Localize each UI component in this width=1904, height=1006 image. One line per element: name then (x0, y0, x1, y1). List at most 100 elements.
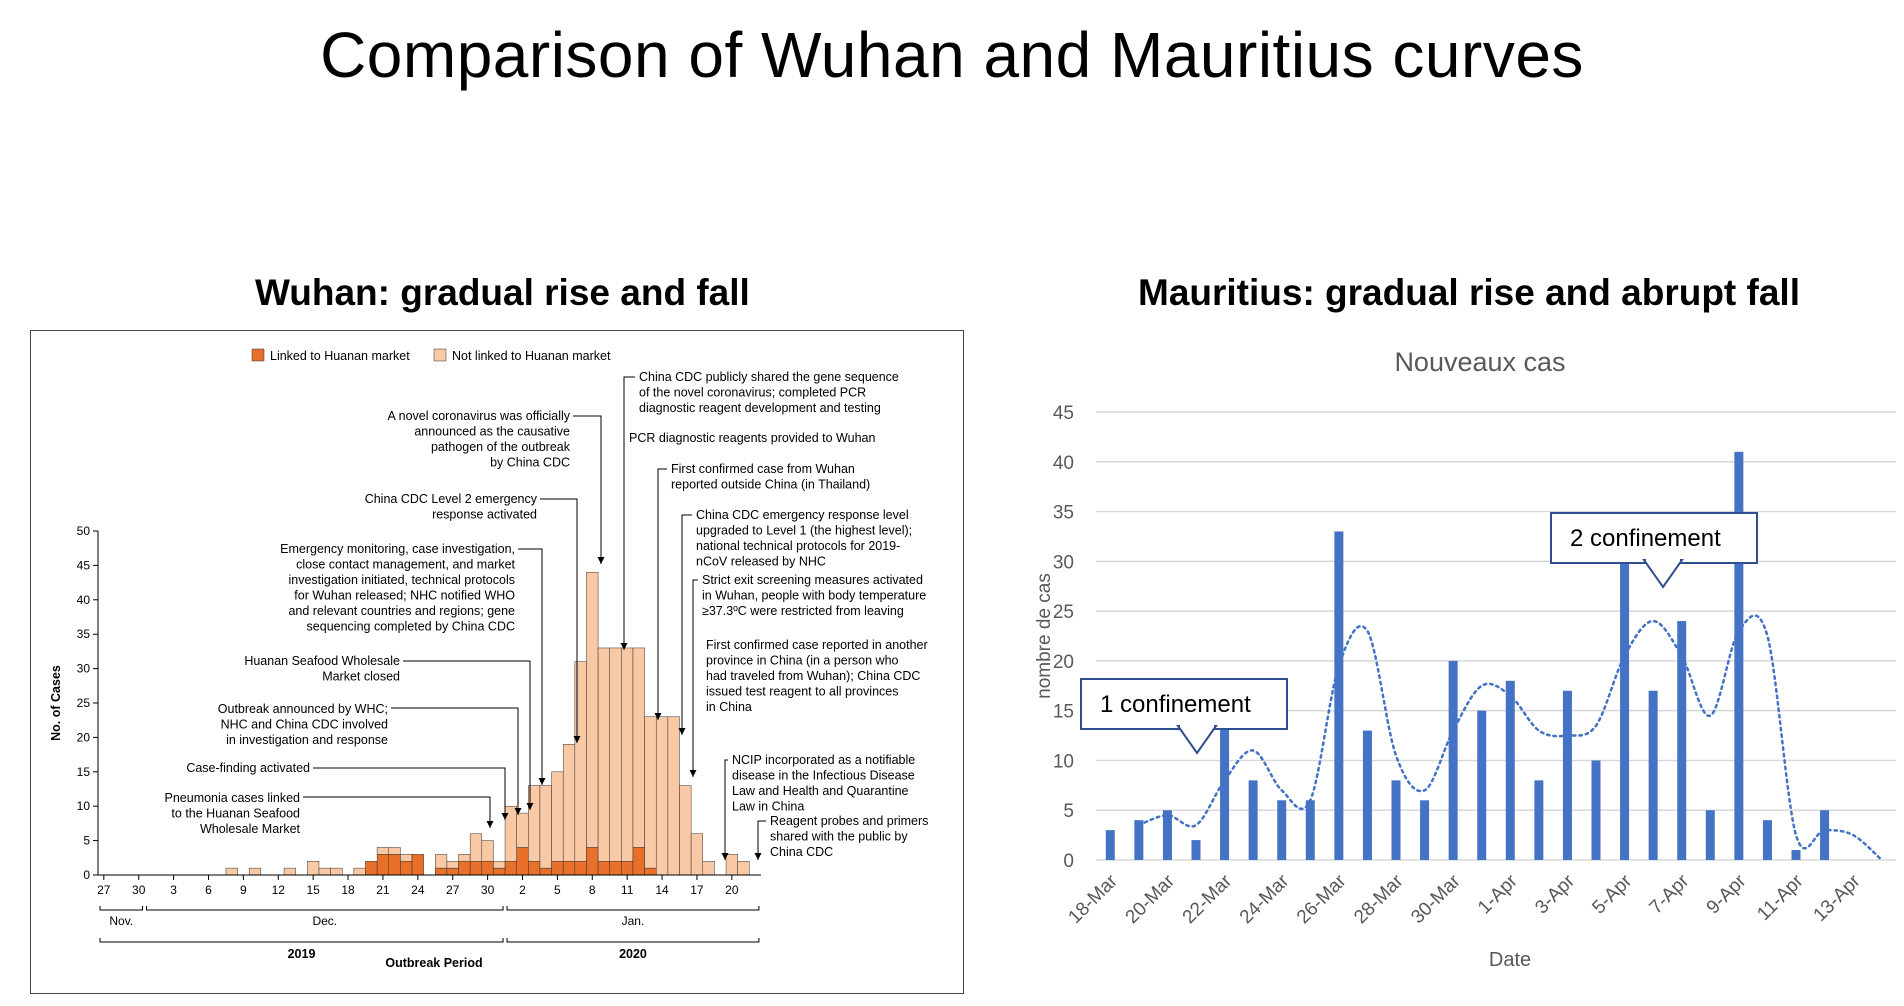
mauritius-y-tick-label: 30 (1053, 552, 1074, 573)
wuhan-y-axis-label: No. of Cases (49, 665, 63, 741)
wuhan-y-tick-label: 35 (77, 627, 91, 641)
wuhan-annotation-text: First confirmed case from Wuhan (671, 462, 855, 476)
wuhan-annotation-leader (573, 415, 602, 564)
wuhan-x-tick-label: 15 (306, 883, 320, 897)
wuhan-annotation-text: diagnostic reagent development and testi… (639, 401, 881, 415)
mauritius-bar (1562, 690, 1572, 860)
wuhan-annotation-arrow-icon (514, 808, 522, 815)
mauritius-bar (1391, 780, 1401, 860)
callout-confinement-1: 1 confinement (1080, 678, 1288, 730)
mauritius-x-tick-label: 28-Mar (1350, 870, 1408, 928)
wuhan-x-tick-label: 11 (621, 883, 634, 897)
wuhan-annotation-text: shared with the public by (770, 830, 908, 844)
wuhan-x-tick-label: 20 (725, 883, 739, 897)
callout-confinement-2: 2 confinement (1550, 512, 1758, 564)
wuhan-bar-not-linked (388, 847, 401, 855)
mauritius-bar (1677, 621, 1687, 860)
wuhan-annotation-text: national technical protocols for 2019- (696, 539, 900, 553)
wuhan-bar-linked (458, 860, 471, 876)
wuhan-bar-not-linked (493, 860, 506, 869)
mauritius-panel-title: Mauritius: gradual rise and abrupt fall (1138, 272, 1800, 313)
wuhan-annotation-text: reported outside China (in Thailand) (671, 478, 870, 492)
wuhan-bar-linked (435, 867, 448, 876)
wuhan-bar-linked (504, 860, 517, 876)
wuhan-x-tick-label: 14 (655, 883, 669, 897)
wuhan-y-tick-label: 30 (77, 662, 91, 676)
wuhan-annotation-arrow-icon (689, 770, 697, 777)
mauritius-bar (1534, 780, 1544, 860)
mauritius-y-tick-label: 45 (1053, 403, 1074, 424)
wuhan-annotation-text: Reagent probes and primers (770, 814, 928, 828)
wuhan-x-tick-label: 8 (589, 883, 596, 897)
callout-2-arrow-icon (1642, 559, 1684, 589)
mauritius-bar (1705, 810, 1715, 860)
wuhan-bar-not-linked (446, 860, 459, 869)
mauritius-bar (1220, 720, 1230, 860)
wuhan-bar-not-linked (551, 771, 564, 862)
wuhan-annotation-arrow-icon (501, 813, 509, 820)
wuhan-bar-linked (400, 860, 413, 876)
wuhan-annotation-text: China CDC publicly shared the gene seque… (639, 370, 899, 384)
mauritius-y-tick-label: 35 (1053, 503, 1074, 524)
wuhan-x-tick-label: 17 (690, 883, 704, 897)
wuhan-annotation-text: for Wuhan released; NHC notified WHO (294, 589, 515, 603)
wuhan-annotation-arrow-icon (573, 736, 581, 743)
legend-label-not-linked: Not linked to Huanan market (452, 349, 611, 363)
mauritius-bar (1477, 710, 1487, 860)
mauritius-x-tick-label: 20-Mar (1122, 870, 1180, 928)
wuhan-annotation-text: China CDC emergency response level (696, 508, 909, 522)
wuhan-annotation-text: nCoV released by NHC (696, 555, 826, 569)
wuhan-x-tick-label: 27 (446, 883, 460, 897)
wuhan-x-tick-label: 2 (519, 883, 526, 897)
page-title: Comparison of Wuhan and Mauritius curves (320, 19, 1584, 91)
wuhan-annotation-text: disease in the Infectious Disease (732, 769, 915, 783)
wuhan-annotation-text: Case-finding activated (186, 761, 310, 775)
wuhan-year-bracket (99, 938, 504, 943)
legend-swatch-linked (251, 348, 265, 362)
wuhan-bar-linked (609, 860, 622, 876)
wuhan-bar-not-linked (562, 744, 576, 862)
mauritius-x-tick-label: 26-Mar (1293, 870, 1351, 928)
mauritius-bar (1420, 800, 1430, 860)
wuhan-annotation-text: Market closed (322, 670, 400, 684)
mauritius-chart: Nouveaux cas 0 5 10 15 20 25 30 35 40 45 nombre de … (1034, 347, 1896, 971)
mauritius-x-tick-label: 13-Apr (1810, 870, 1866, 926)
wuhan-annotation-text: A novel coronavirus was officially (388, 409, 571, 423)
mauritius-bar (1134, 820, 1144, 860)
wuhan-annotation-text: Law in China (732, 800, 804, 814)
mauritius-x-tick-label: 7-Apr (1646, 870, 1694, 918)
wuhan-annotation-text: investigation initiated, technical proto… (288, 573, 515, 587)
wuhan-annotation-leader (303, 796, 491, 828)
wuhan-bar-linked (539, 867, 552, 876)
mauritius-x-tick-label: 22-Mar (1179, 870, 1237, 928)
mauritius-bar (1248, 780, 1258, 860)
wuhan-month-label: Dec. (312, 914, 337, 928)
wuhan-annotation-text: pathogen of the outbreak (431, 440, 571, 454)
wuhan-annotation-text: had traveled from Wuhan); China CDC (706, 669, 920, 683)
wuhan-annotation-arrow-icon (597, 557, 605, 564)
wuhan-annotation-text: Huanan Seafood Wholesale (244, 654, 400, 668)
wuhan-x-tick-label: 12 (272, 883, 286, 897)
wuhan-annotation-text: Outbreak announced by WHC; (218, 702, 388, 716)
wuhan-bar-linked (411, 854, 424, 876)
wuhan-panel-title: Wuhan: gradual rise and fall (255, 272, 750, 313)
mauritius-bar (1277, 800, 1287, 860)
mauritius-x-tick-label: 1-Apr (1474, 870, 1522, 918)
wuhan-annotation-text: close contact management, and market (296, 558, 515, 572)
wuhan-y-tick-label: 25 (77, 696, 91, 710)
wuhan-annotation-leader (657, 468, 667, 720)
wuhan-annotation-leader (692, 579, 698, 777)
wuhan-annotation-arrow-icon (721, 853, 729, 860)
wuhan-year-label: 2019 (288, 947, 316, 961)
mauritius-y-tick-label: 25 (1053, 602, 1074, 623)
wuhan-annotation-arrow-icon (678, 728, 686, 735)
wuhan-x-tick-label: 30 (132, 883, 146, 897)
wuhan-chart: Linked to Huanan market Not linked to Hua… (49, 348, 928, 970)
wuhan-annotation-leader (623, 376, 635, 650)
callout-1-arrow-icon (1176, 725, 1218, 755)
wuhan-bar-not-linked (644, 716, 657, 869)
mauritius-bar (1105, 830, 1115, 860)
wuhan-x-tick-label: 18 (341, 883, 355, 897)
wuhan-y-tick-label: 15 (77, 765, 91, 779)
wuhan-annotation-text: and relevant countries and regions; gene (288, 604, 515, 618)
